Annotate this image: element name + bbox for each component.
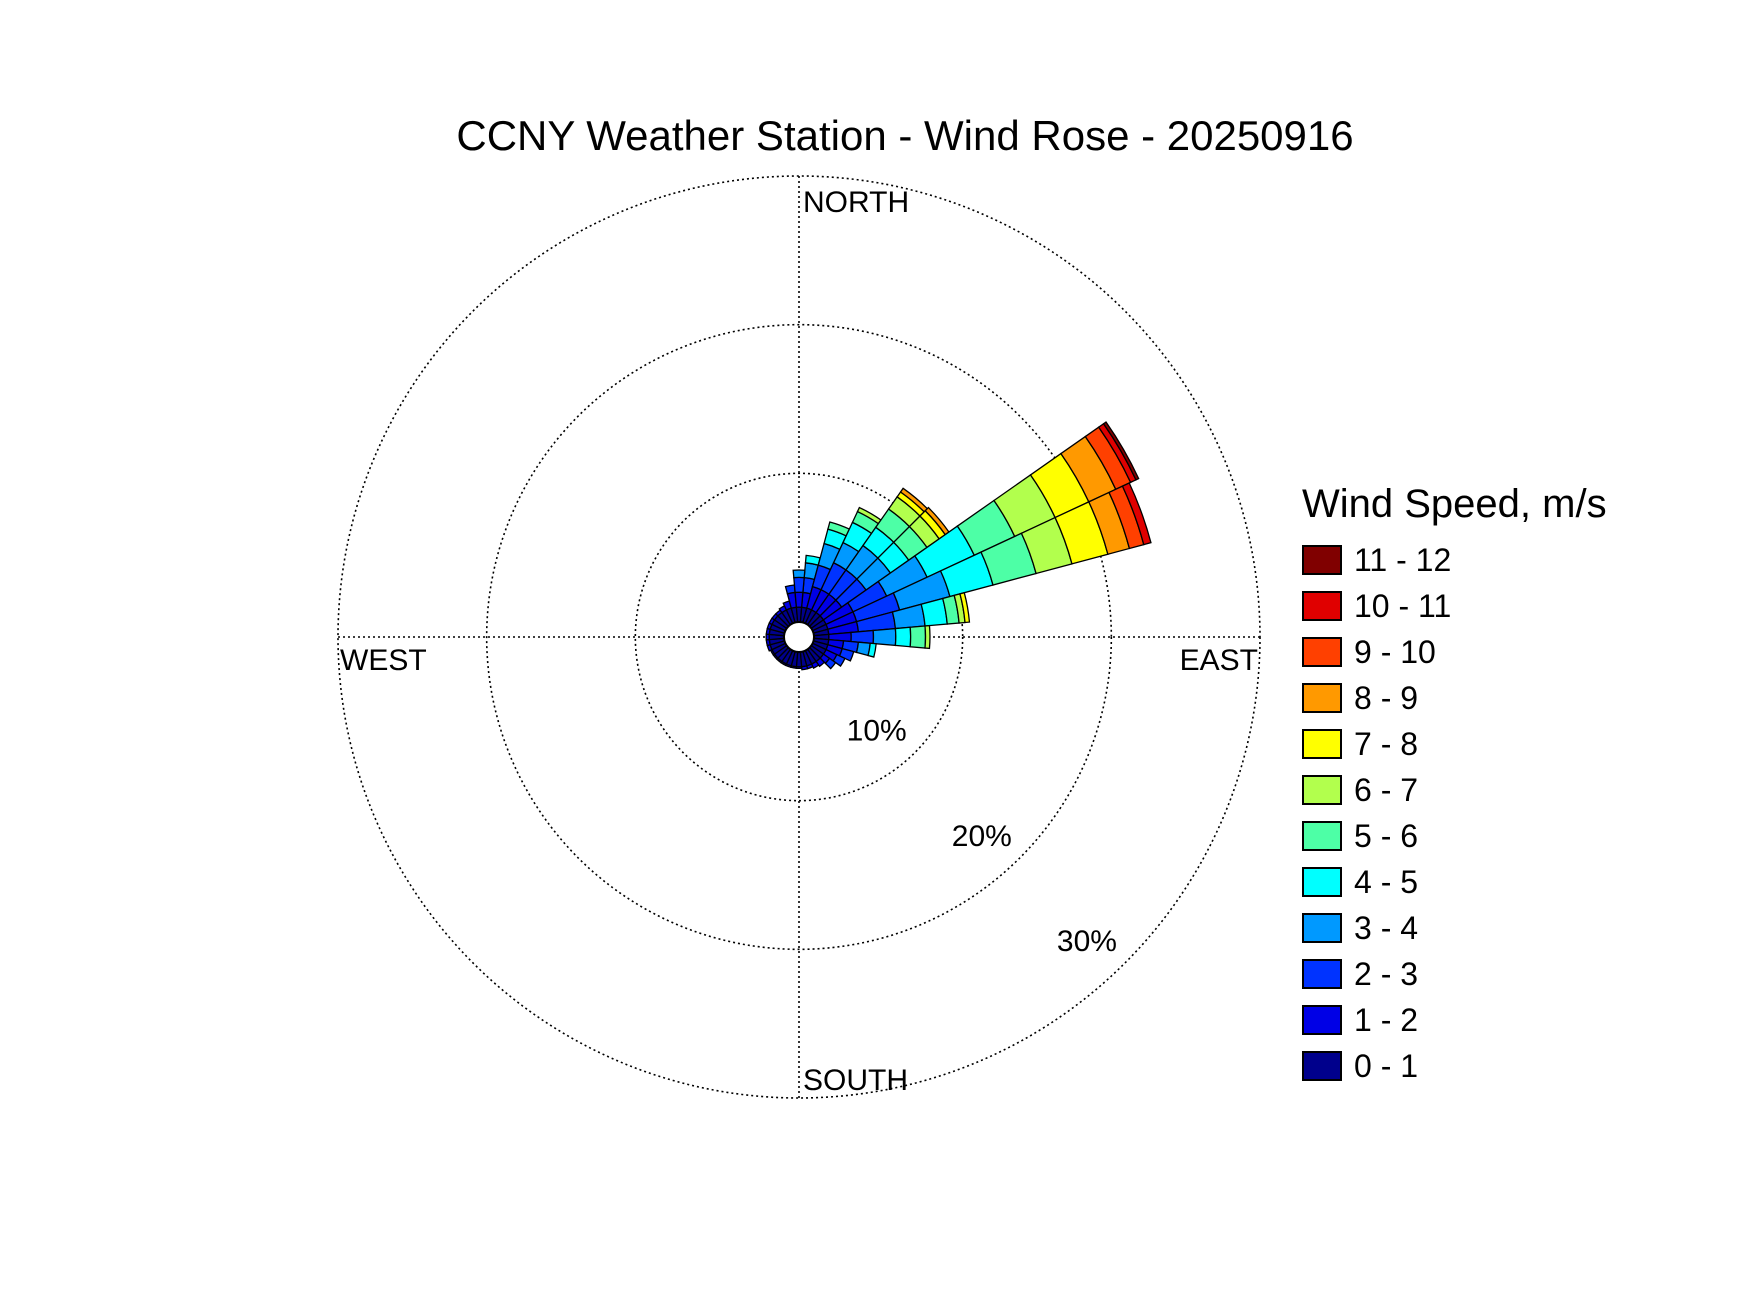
rose-segment bbox=[800, 665, 809, 671]
rose-segment bbox=[794, 591, 804, 608]
rose-segment bbox=[765, 638, 771, 647]
legend-swatch bbox=[1302, 913, 1342, 943]
legend-items: 11 - 12 10 - 11 9 - 10 8 - 9 7 - 8 6 - 7 5 - 6… bbox=[1302, 537, 1607, 1089]
legend-swatch bbox=[1302, 1051, 1342, 1081]
legend-swatch bbox=[1302, 1005, 1342, 1035]
rose-segment bbox=[793, 576, 805, 594]
legend-label: 2 - 3 bbox=[1354, 955, 1419, 992]
rose-segment bbox=[924, 624, 931, 650]
rose-segment bbox=[1102, 421, 1140, 481]
rose-segment bbox=[959, 591, 971, 624]
legend-item: 2 - 3 bbox=[1302, 951, 1607, 997]
direction-label-south: SOUTH bbox=[803, 1064, 908, 1097]
legend-swatch bbox=[1302, 821, 1342, 851]
grid-ring bbox=[634, 472, 964, 802]
wind-rose-petals bbox=[765, 421, 1152, 671]
legend-swatch bbox=[1302, 729, 1342, 759]
legend-swatch bbox=[1302, 683, 1342, 713]
legend-label: 8 - 9 bbox=[1354, 679, 1419, 716]
rose-segment bbox=[872, 627, 897, 647]
legend-swatch bbox=[1302, 637, 1342, 667]
direction-label-east: EAST bbox=[1180, 644, 1258, 677]
legend-item: 6 - 7 bbox=[1302, 767, 1607, 813]
calm-center-circle bbox=[783, 621, 815, 653]
legend: Wind Speed, m/s 11 - 12 10 - 11 9 - 10 8 - … bbox=[1302, 482, 1607, 1089]
legend-item: 11 - 12 bbox=[1302, 537, 1607, 583]
legend-swatch bbox=[1302, 775, 1342, 805]
legend-item: 8 - 9 bbox=[1302, 675, 1607, 721]
legend-item: 5 - 6 bbox=[1302, 813, 1607, 859]
legend-label: 6 - 7 bbox=[1354, 771, 1419, 808]
radial-label-20: 20% bbox=[952, 820, 1012, 853]
rose-segment bbox=[894, 626, 912, 648]
legend-item: 9 - 10 bbox=[1302, 629, 1607, 675]
grid-ring bbox=[485, 323, 1113, 951]
legend-label: 1 - 2 bbox=[1354, 1001, 1419, 1038]
direction-label-west: WEST bbox=[340, 644, 427, 677]
legend-item: 0 - 1 bbox=[1302, 1043, 1607, 1089]
legend-swatch bbox=[1302, 545, 1342, 575]
rose-segment bbox=[838, 647, 855, 662]
radial-label-10: 10% bbox=[847, 715, 907, 748]
legend-item: 4 - 5 bbox=[1302, 859, 1607, 905]
legend-swatch bbox=[1302, 591, 1342, 621]
direction-label-north: NORTH bbox=[803, 186, 909, 219]
rose-segment bbox=[795, 666, 803, 669]
legend-item: 1 - 2 bbox=[1302, 997, 1607, 1043]
legend-label: 3 - 4 bbox=[1354, 909, 1419, 946]
legend-label: 10 - 11 bbox=[1354, 587, 1452, 624]
radial-label-30: 30% bbox=[1057, 925, 1117, 958]
legend-item: 10 - 11 bbox=[1302, 583, 1607, 629]
chart-title: CCNY Weather Station - Wind Rose - 20250… bbox=[456, 112, 1354, 159]
legend-label: 9 - 10 bbox=[1354, 633, 1436, 670]
legend-label: 4 - 5 bbox=[1354, 863, 1419, 900]
rose-segment bbox=[1121, 482, 1152, 546]
legend-title: Wind Speed, m/s bbox=[1302, 482, 1607, 526]
rose-segment bbox=[792, 569, 806, 579]
legend-swatch bbox=[1302, 959, 1342, 989]
legend-swatch bbox=[1302, 867, 1342, 897]
legend-item: 7 - 8 bbox=[1302, 721, 1607, 767]
legend-label: 5 - 6 bbox=[1354, 817, 1419, 854]
rose-segment bbox=[795, 606, 803, 623]
legend-label: 11 - 12 bbox=[1354, 541, 1452, 578]
rose-segment bbox=[832, 653, 846, 667]
rose-segment bbox=[867, 642, 877, 658]
rose-segment bbox=[824, 657, 837, 670]
rose-segment bbox=[784, 584, 796, 595]
legend-label: 7 - 8 bbox=[1354, 725, 1419, 762]
legend-item: 3 - 4 bbox=[1302, 905, 1607, 951]
legend-label: 0 - 1 bbox=[1354, 1047, 1419, 1084]
rose-segment bbox=[909, 625, 927, 649]
